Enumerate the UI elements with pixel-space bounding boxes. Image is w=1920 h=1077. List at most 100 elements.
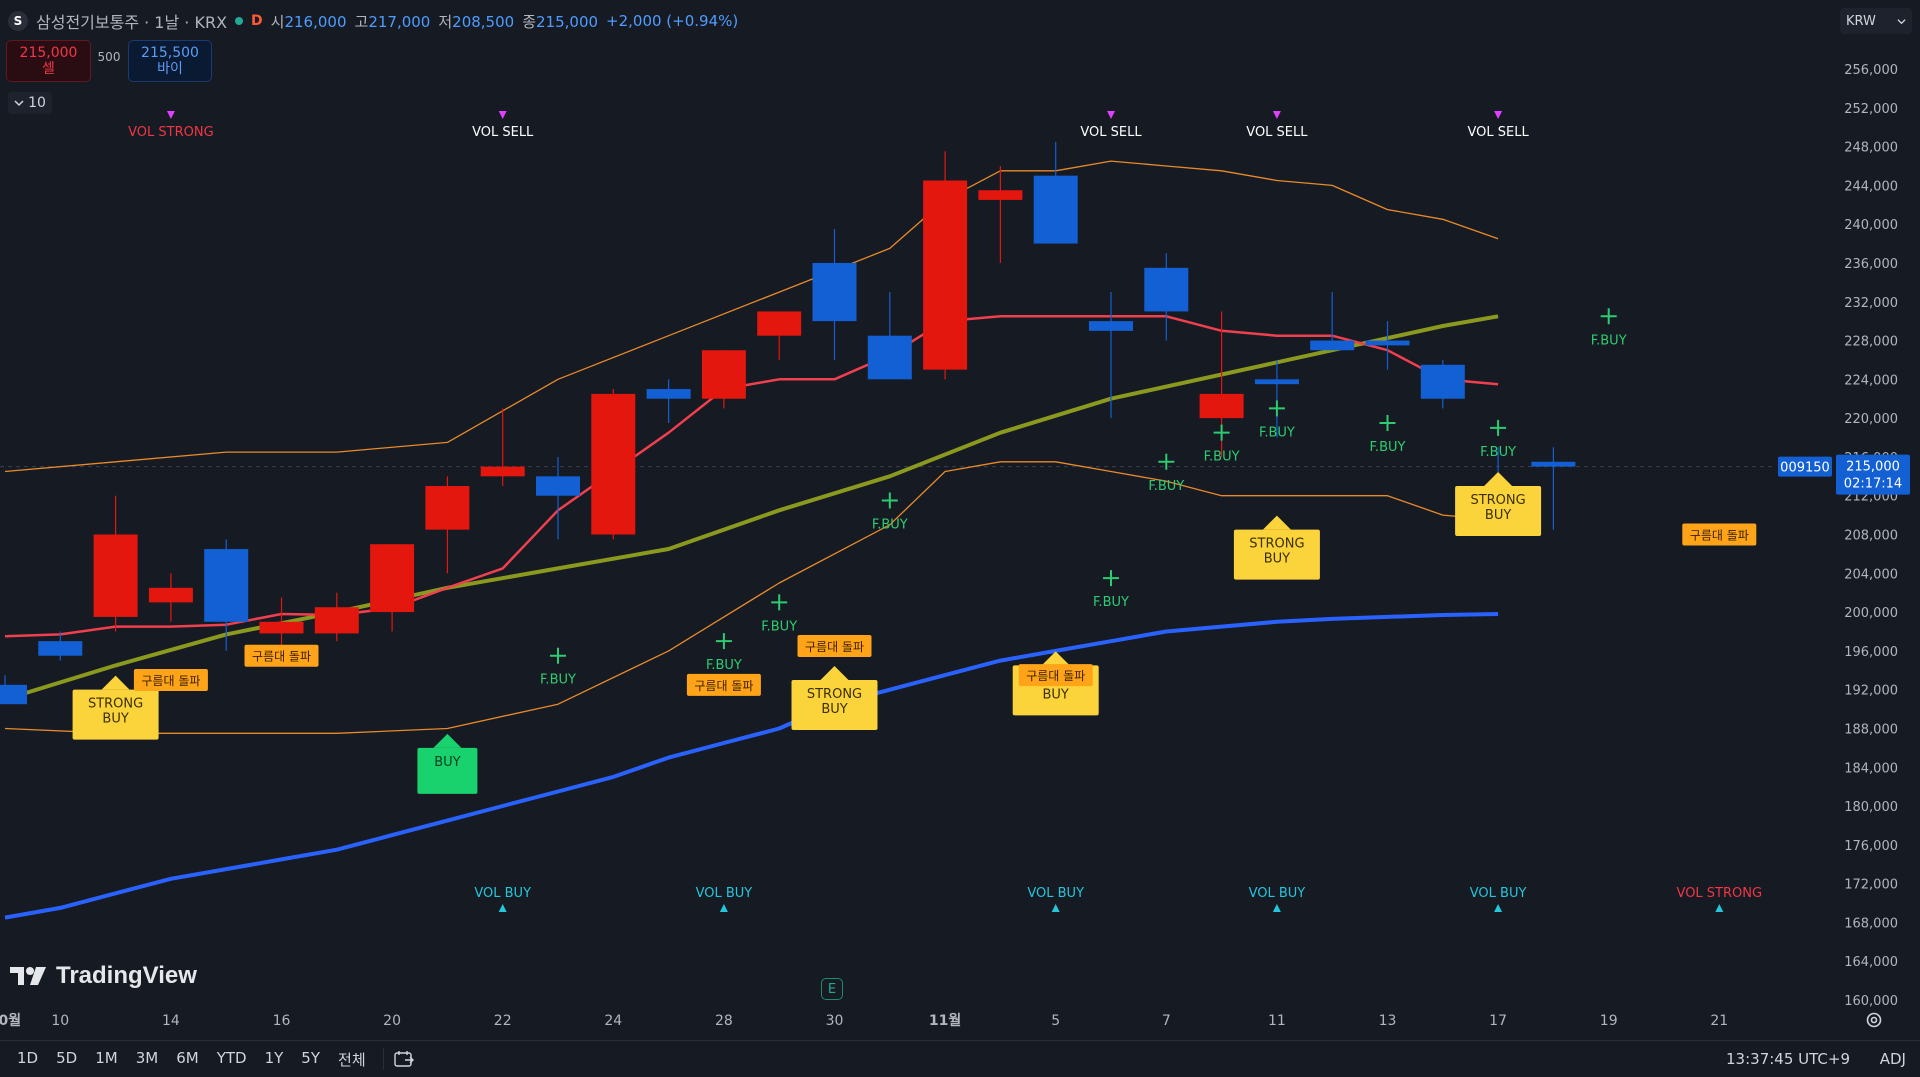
- time-axis[interactable]: 10월 10 14 16 20 22 24 28 30 11월 5 7 11 13 17 19 21: [0, 1012, 1728, 1029]
- range-button[interactable]: 6M: [176, 1048, 199, 1067]
- vol-marker-up-icon: [1272, 904, 1281, 912]
- candle-body: [536, 476, 580, 496]
- signal-box: [791, 679, 878, 730]
- price-tick-label: 204,000: [1844, 567, 1898, 582]
- signal-text: STRONG: [807, 687, 862, 702]
- vol-marker-up-icon: [1051, 904, 1060, 912]
- settings-gear-icon[interactable]: [1864, 1010, 1884, 1030]
- signal-arrow-icon: [1484, 472, 1513, 487]
- signal-text: BUY: [821, 702, 847, 717]
- candle-body: [38, 641, 83, 656]
- plus-icon: [550, 647, 566, 664]
- fbuy-label: F.BUY: [1204, 450, 1240, 465]
- price-tick-label: 180,000: [1844, 800, 1898, 815]
- plus-icon: [1268, 400, 1285, 417]
- candle-body: [1144, 267, 1189, 312]
- price-tick-label: 200,000: [1844, 606, 1898, 621]
- indicator-count: 10: [28, 95, 46, 111]
- price-tick-label: 168,000: [1844, 916, 1898, 931]
- ma-red-line: [4, 315, 1499, 638]
- candle-body: [646, 389, 691, 399]
- vol-label-bottom: VOL BUY: [1470, 886, 1527, 901]
- price-tick-label: 240,000: [1844, 218, 1898, 233]
- vol-marker-up-icon: [719, 904, 728, 912]
- price-tick-label: 228,000: [1844, 335, 1898, 350]
- cloud-break-badge: [1018, 664, 1093, 687]
- price-tick-label: 172,000: [1844, 878, 1898, 893]
- price-tick-label: 176,000: [1844, 839, 1898, 854]
- price-chart[interactable]: VOL STRONG VOL SELL VOL SELL VOL SELL VOL SE…: [0, 0, 1920, 1040]
- price-tick-label: 224,000: [1844, 373, 1898, 388]
- time-tick-label: 24: [604, 1013, 622, 1029]
- currency-label: KRW: [1846, 13, 1876, 29]
- open-value: 시216,000: [270, 12, 347, 31]
- cloud-break-label: 구름대 돌파: [252, 650, 311, 664]
- signal-arrow-icon: [1041, 651, 1070, 666]
- ohlc-values: 시216,000 고217,000 저208,500 종215,000: [271, 11, 598, 32]
- price-tags: 009150 215,000 02:17:14: [1778, 454, 1910, 495]
- price-tick-label: 248,000: [1844, 141, 1898, 156]
- time-tick-label: 10월: [0, 1012, 21, 1029]
- price-tick-label: 236,000: [1844, 257, 1898, 272]
- market-status-icon: [235, 17, 244, 25]
- earnings-icon[interactable]: E: [821, 978, 843, 1000]
- fbuy-label: F.BUY: [1093, 595, 1129, 610]
- price-tick-label: 164,000: [1844, 955, 1898, 970]
- plus-icon: [1158, 453, 1175, 470]
- candle-body: [425, 486, 470, 530]
- time-tick-label: 21: [1710, 1013, 1728, 1029]
- indicator-collapse-button[interactable]: 10: [8, 92, 52, 114]
- candle-body: [1531, 461, 1576, 467]
- symbol-badge[interactable]: S: [8, 11, 28, 31]
- vol-label-bottom: VOL BUY: [1027, 886, 1084, 901]
- range-button[interactable]: 전체: [338, 1050, 366, 1069]
- candle-body: [1033, 175, 1078, 244]
- plus-icon: [1600, 308, 1617, 325]
- time-tick-label: 11월: [929, 1012, 961, 1029]
- range-button[interactable]: 5Y: [301, 1048, 321, 1067]
- buy-label: 바이: [157, 61, 183, 77]
- band-lower-line: [4, 461, 1499, 734]
- range-button[interactable]: 3M: [135, 1048, 159, 1067]
- range-button[interactable]: 1Y: [264, 1048, 284, 1067]
- buy-signal: BUY: [417, 733, 478, 794]
- signal-text: BUY: [1485, 508, 1511, 523]
- data-badge: D: [251, 13, 263, 29]
- vol-marker-up-icon: [498, 904, 507, 912]
- price-tick-label: 196,000: [1844, 645, 1898, 660]
- candle-body: [701, 350, 746, 399]
- price-tick-label: 220,000: [1844, 412, 1898, 427]
- clock[interactable]: 13:37:45 UTC+9: [1726, 1050, 1850, 1068]
- go-to-date-button[interactable]: [392, 1048, 416, 1070]
- toolbar-divider: [382, 1048, 384, 1070]
- high-value: 고217,000: [354, 12, 431, 31]
- currency-selector[interactable]: KRW: [1840, 8, 1912, 34]
- range-button[interactable]: 1D: [17, 1048, 39, 1067]
- candle-body: [978, 190, 1023, 200]
- price-tick-label: 252,000: [1844, 102, 1898, 117]
- vol-marker-down-icon: [1494, 111, 1503, 119]
- sell-button[interactable]: 215,000 셀: [6, 40, 91, 82]
- range-button[interactable]: 1M: [95, 1048, 118, 1067]
- cloud-break-badge: [1682, 523, 1757, 546]
- candle-body: [867, 335, 912, 380]
- chart-title[interactable]: 삼성전기보통주 · 1날 · KRX: [36, 13, 228, 32]
- tradingview-logo[interactable]: TradingView: [10, 962, 197, 990]
- price-tick-label: 188,000: [1844, 722, 1898, 737]
- range-button[interactable]: 5D: [56, 1048, 78, 1067]
- price-tick-label: 192,000: [1844, 684, 1898, 699]
- range-button[interactable]: YTD: [216, 1048, 247, 1067]
- cloud-break-label: 구름대 돌파: [1690, 529, 1749, 543]
- signal-text: STRONG: [1249, 537, 1304, 552]
- signal-text: BUY: [1043, 687, 1069, 702]
- fbuy-label: F.BUY: [540, 673, 576, 688]
- time-tick-label: 17: [1489, 1013, 1507, 1029]
- vol-marker-down-icon: [166, 111, 175, 119]
- bollinger-bands: [4, 160, 1499, 734]
- buy-button[interactable]: 215,500 바이: [128, 40, 212, 82]
- adj-toggle[interactable]: ADJ: [1879, 1050, 1906, 1068]
- candle-body: [259, 621, 304, 634]
- price-axis[interactable]: 256,000 252,000 248,000 244,000 240,000 236,0…: [1844, 63, 1898, 1009]
- chart-header: S 삼성전기보통주 · 1날 · KRX D 시216,000 고217,000…: [8, 8, 738, 34]
